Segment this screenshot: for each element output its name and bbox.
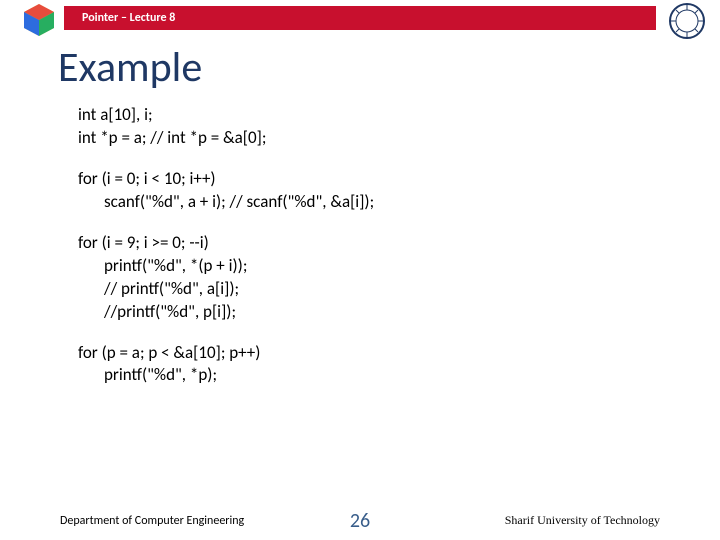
code-line: int *p = a; // int *p = &a[0]; xyxy=(78,127,670,150)
code-line: scanf("%d", a + i); // scanf("%d", &a[i]… xyxy=(78,191,670,214)
lecture-subtitle: Pointer – Lecture 8 xyxy=(82,11,175,25)
slide: Pointer – Lecture 8 Example xyxy=(0,0,720,540)
code-block-1: int a[10], i; int *p = a; // int *p = &a… xyxy=(78,104,670,150)
code-line: for (i = 0; i < 10; i++) xyxy=(78,168,670,191)
page-number: 26 xyxy=(350,509,370,533)
code-line: for (p = a; p < &a[10]; p++) xyxy=(78,342,670,365)
institution-logo-left xyxy=(14,0,64,44)
university-label: Sharif University of Technology xyxy=(505,513,660,528)
slide-title: Example xyxy=(58,42,202,93)
code-line: int a[10], i; xyxy=(78,104,670,127)
university-seal-icon xyxy=(668,2,706,40)
code-block-3: for (i = 9; i >= 0; --i) printf("%d", *(… xyxy=(78,232,670,324)
code-line: printf("%d", *(p + i)); xyxy=(78,255,670,278)
code-line: // printf("%d", a[i]); xyxy=(78,278,670,301)
code-content: int a[10], i; int *p = a; // int *p = &a… xyxy=(78,104,670,405)
code-line: for (i = 9; i >= 0; --i) xyxy=(78,232,670,255)
header-bar: Pointer – Lecture 8 xyxy=(64,6,656,30)
department-label: Department of Computer Engineering xyxy=(60,514,244,528)
code-line: //printf("%d", p[i]); xyxy=(78,301,670,324)
code-line: printf("%d", *p); xyxy=(78,364,670,387)
footer: Department of Computer Engineering 26 Sh… xyxy=(0,513,720,528)
code-block-4: for (p = a; p < &a[10]; p++) printf("%d"… xyxy=(78,342,670,388)
code-block-2: for (i = 0; i < 10; i++) scanf("%d", a +… xyxy=(78,168,670,214)
